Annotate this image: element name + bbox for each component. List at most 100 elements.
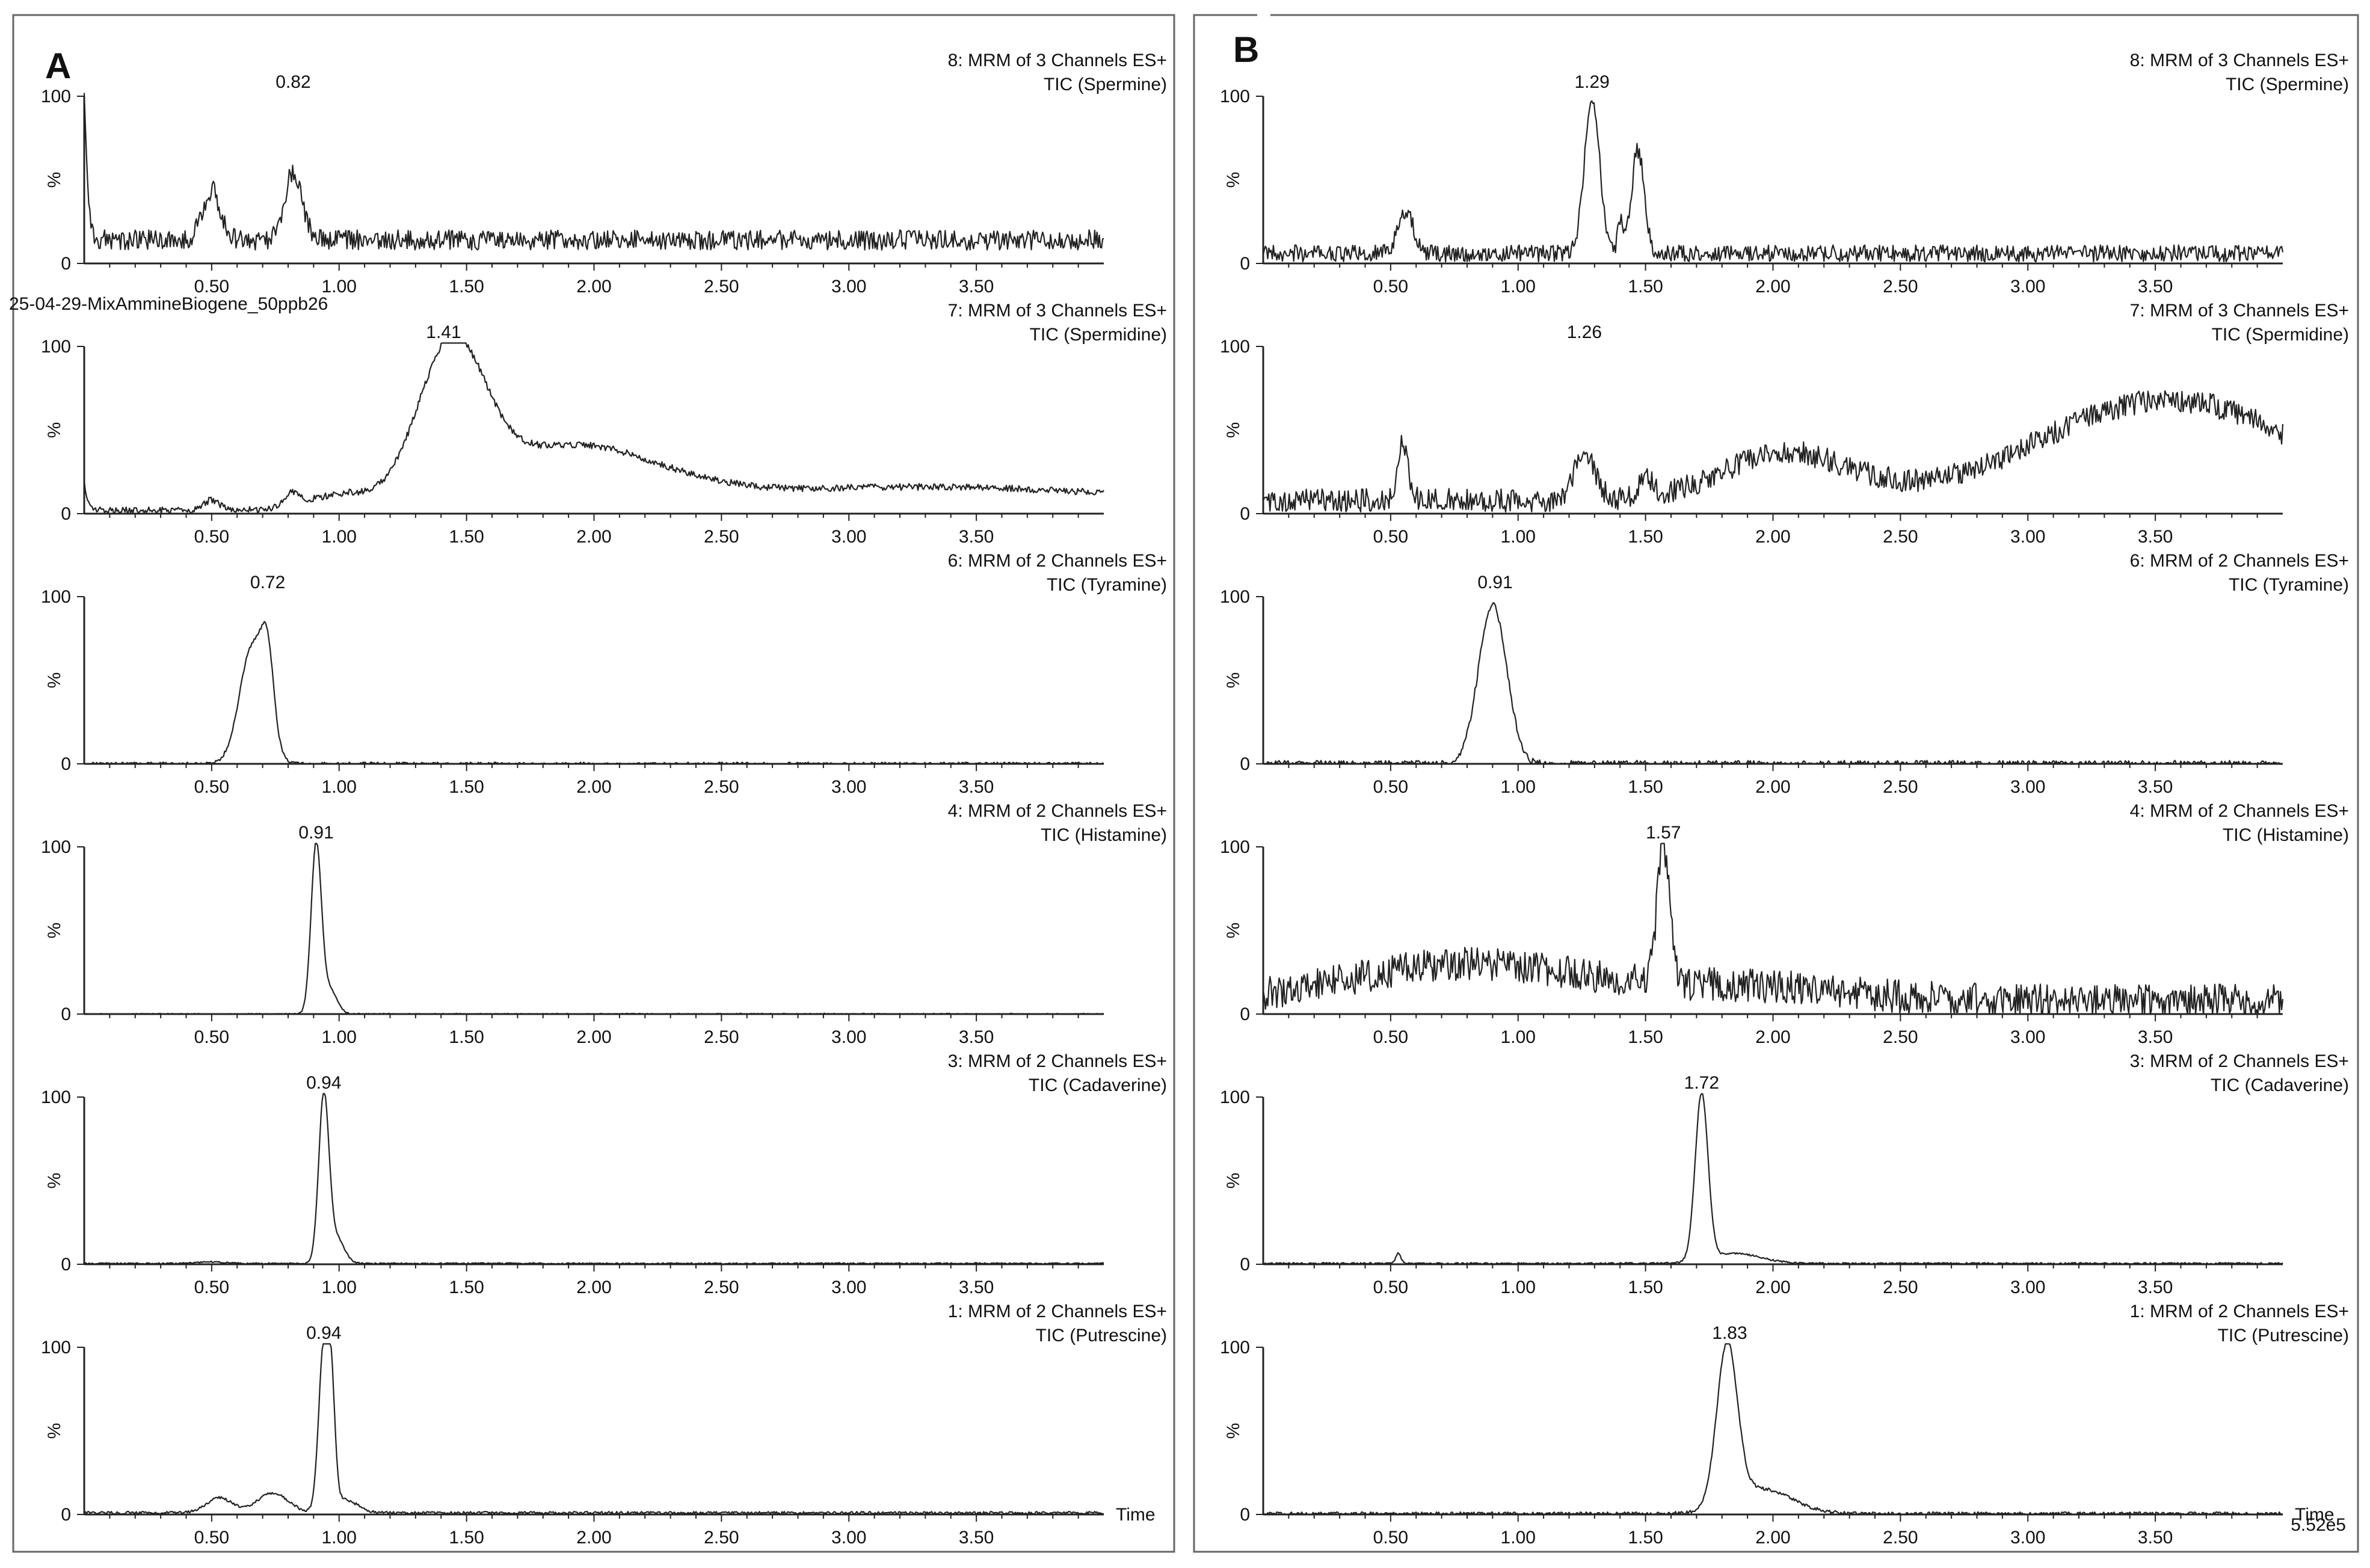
peak-label: 0.91 — [1477, 573, 1512, 592]
x-axis-label: Time — [2295, 1505, 2335, 1525]
x-tick-label: 2.00 — [576, 527, 611, 547]
trace-header: 1: MRM of 2 Channels ES+ — [2130, 1302, 2349, 1321]
x-tick-label: 3.00 — [831, 1528, 866, 1548]
x-tick-label: 1.00 — [1501, 277, 1536, 297]
y-axis-unit: % — [1223, 672, 1243, 689]
x-tick-label: 1.50 — [449, 1528, 484, 1548]
x-tick-label: 3.00 — [831, 1277, 866, 1297]
x-tick-label: 2.50 — [704, 777, 739, 797]
y-tick-label: 0 — [61, 1505, 71, 1525]
x-tick-label: 0.50 — [1373, 527, 1408, 547]
x-tick-label: 2.00 — [576, 777, 611, 797]
y-tick-label: 0 — [1240, 754, 1250, 774]
x-tick-label: 3.00 — [2010, 1277, 2045, 1297]
trace-analyte: TIC (Cadaverine) — [2211, 1075, 2349, 1095]
trace-tic-tyramine-: 100 0% 0.50 1.00 1.50 2.00 2.50 3.00 3.50 6: MRM … — [1220, 551, 2349, 797]
x-tick-label: 2.50 — [704, 1528, 739, 1548]
trace-line — [83, 93, 1104, 251]
trace-line — [1263, 1093, 2283, 1265]
y-tick-label: 0 — [1240, 254, 1250, 274]
x-tick-label: 0.50 — [194, 277, 229, 297]
y-tick-label: 0 — [61, 1004, 71, 1024]
panel-b-plots: 100 0% 0.50 1.00 1.50 2.00 2.50 3.00 3.50 8: MRM … — [1220, 51, 2349, 1548]
peak-label: 1.72 — [1684, 1073, 1719, 1093]
x-tick-label: 0.50 — [194, 777, 229, 797]
trace-line — [1262, 843, 2284, 1015]
x-tick-label: 1.00 — [1501, 1277, 1536, 1297]
x-tick-label: 3.00 — [2010, 1528, 2045, 1548]
peak-label: 0.91 — [298, 823, 333, 843]
x-tick-label: 1.00 — [322, 777, 357, 797]
y-tick-label: 100 — [1220, 337, 1250, 357]
trace-line — [1263, 602, 2283, 765]
trace-tic-spermine-: 100 0% 0.50 1.00 1.50 2.00 2.50 3.00 3.50 8: MRM … — [1220, 51, 2349, 297]
trace-header: 6: MRM of 2 Channels ES+ — [2130, 551, 2349, 571]
x-tick-label: 1.50 — [449, 1027, 484, 1047]
y-axis-unit: % — [45, 172, 64, 188]
y-axis-unit: % — [1223, 172, 1243, 188]
x-tick-label: 3.50 — [959, 1528, 994, 1548]
x-tick-label: 1.50 — [1628, 1277, 1663, 1297]
x-tick-label: 3.00 — [831, 277, 866, 297]
trace-analyte: TIC (Cadaverine) — [1029, 1075, 1167, 1095]
x-tick-label: 3.00 — [831, 1027, 866, 1047]
panel-b-intensity-label: 5.52e5 — [2291, 1515, 2346, 1535]
y-tick-label: 100 — [41, 1087, 71, 1107]
x-tick-label: 1.00 — [322, 527, 357, 547]
trace-header: 1: MRM of 2 Channels ES+ — [948, 1302, 1167, 1321]
x-tick-label: 2.50 — [704, 527, 739, 547]
y-tick-label: 100 — [1220, 837, 1250, 857]
x-axis-label: Time — [1116, 1505, 1156, 1525]
y-axis-unit: % — [45, 923, 64, 939]
y-axis-unit: % — [1223, 1173, 1243, 1189]
x-tick-label: 1.00 — [322, 1277, 357, 1297]
x-tick-label: 0.50 — [194, 1027, 229, 1047]
trace-analyte: TIC (Tyramine) — [2229, 575, 2349, 595]
trace-analyte: TIC (Spermine) — [1044, 75, 1167, 94]
panel-a-letter: A — [45, 46, 71, 86]
y-tick-label: 0 — [61, 1255, 71, 1274]
x-tick-label: 2.50 — [704, 277, 739, 297]
peak-label: 0.72 — [250, 573, 285, 592]
x-tick-label: 2.00 — [1755, 777, 1790, 797]
x-tick-label: 1.50 — [449, 777, 484, 797]
y-tick-label: 0 — [1240, 1255, 1250, 1274]
trace-tic-histamine-: 100 0% 0.50 1.00 1.50 2.00 2.50 3.00 3.50 4: MRM … — [41, 801, 1167, 1047]
x-tick-label: 1.50 — [1628, 277, 1663, 297]
x-tick-label: 1.00 — [1501, 527, 1536, 547]
trace-line — [1263, 1343, 2283, 1516]
trace-analyte: TIC (Spermine) — [2226, 75, 2349, 94]
x-tick-label: 1.00 — [1501, 1027, 1536, 1047]
x-tick-label: 2.50 — [1883, 777, 1918, 797]
trace-analyte: TIC (Putrescine) — [1036, 1326, 1167, 1345]
x-tick-label: 3.00 — [831, 777, 866, 797]
trace-line — [84, 1093, 1104, 1265]
x-tick-label: 3.00 — [831, 527, 866, 547]
y-axis-unit: % — [1223, 422, 1243, 438]
x-tick-label: 1.50 — [1628, 777, 1663, 797]
trace-header: 4: MRM of 2 Channels ES+ — [948, 801, 1167, 821]
trace-tic-tyramine-: 100 0% 0.50 1.00 1.50 2.00 2.50 3.00 3.50 6: MRM … — [41, 551, 1167, 797]
x-tick-label: 3.50 — [959, 277, 994, 297]
y-axis-unit: % — [45, 672, 64, 689]
x-tick-label: 0.50 — [1373, 1277, 1408, 1297]
trace-analyte: TIC (Tyramine) — [1047, 575, 1167, 595]
x-tick-label: 3.50 — [2138, 1528, 2173, 1548]
x-tick-label: 3.50 — [959, 777, 994, 797]
y-axis-unit: % — [1223, 923, 1243, 939]
x-tick-label: 2.50 — [1883, 1528, 1918, 1548]
peak-label: 1.29 — [1574, 72, 1609, 92]
trace-header: 8: MRM of 3 Channels ES+ — [948, 51, 1167, 70]
x-tick-label: 1.50 — [1628, 527, 1663, 547]
trace-line — [83, 342, 1104, 514]
trace-tic-histamine-: 100 0% 0.50 1.00 1.50 2.00 2.50 3.00 3.50 4: MRM … — [1220, 801, 2349, 1047]
x-tick-label: 2.00 — [1755, 1528, 1790, 1548]
trace-header: 4: MRM of 2 Channels ES+ — [2130, 801, 2349, 821]
trace-header: 3: MRM of 2 Channels ES+ — [948, 1051, 1167, 1071]
x-tick-label: 0.50 — [1373, 1027, 1408, 1047]
x-tick-label: 1.00 — [322, 277, 357, 297]
x-tick-label: 1.00 — [322, 1027, 357, 1047]
trace-analyte: TIC (Histamine) — [2223, 825, 2349, 845]
trace-tic-spermidine-: 100 0% 0.50 1.00 1.50 2.00 2.50 3.00 3.50 7: MRM … — [41, 301, 1167, 547]
